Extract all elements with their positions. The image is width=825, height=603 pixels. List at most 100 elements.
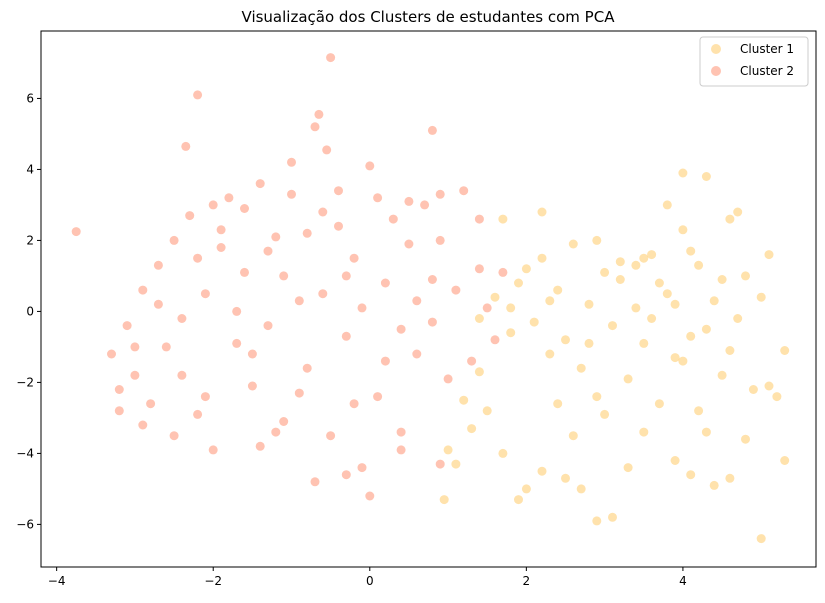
point-cluster-1 — [521, 264, 531, 274]
y-tick-label: −4 — [16, 446, 34, 460]
point-cluster-2 — [216, 225, 226, 235]
point-cluster-1 — [568, 239, 578, 249]
point-cluster-1 — [600, 267, 610, 277]
point-cluster-2 — [334, 221, 343, 231]
point-cluster-2 — [314, 109, 324, 119]
point-cluster-1 — [439, 495, 449, 505]
point-cluster-1 — [701, 427, 711, 437]
point-cluster-2 — [435, 459, 445, 469]
point-cluster-1 — [576, 363, 586, 373]
point-cluster-2 — [208, 200, 218, 210]
point-cluster-2 — [380, 278, 390, 288]
legend-marker-cluster-2 — [711, 66, 721, 76]
point-cluster-1 — [733, 314, 743, 323]
point-cluster-1 — [529, 317, 539, 327]
point-cluster-1 — [654, 399, 664, 409]
point-cluster-1 — [514, 495, 523, 505]
point-cluster-1 — [545, 296, 555, 306]
point-cluster-2 — [169, 431, 179, 441]
point-cluster-2 — [396, 427, 406, 437]
point-cluster-2 — [169, 235, 179, 245]
point-cluster-2 — [396, 324, 406, 334]
point-cluster-2 — [279, 271, 289, 281]
point-cluster-2 — [357, 463, 367, 473]
point-cluster-2 — [412, 296, 422, 306]
point-cluster-1 — [772, 392, 782, 402]
y-tick-label: −6 — [16, 517, 34, 531]
point-cluster-2 — [255, 179, 265, 189]
point-cluster-1 — [639, 427, 649, 437]
point-cluster-2 — [177, 370, 187, 380]
point-cluster-1 — [639, 253, 649, 263]
point-cluster-1 — [725, 214, 735, 224]
x-tick-label: −4 — [48, 574, 66, 588]
point-cluster-2 — [498, 267, 508, 277]
point-cluster-1 — [686, 246, 696, 256]
point-cluster-2 — [365, 491, 375, 501]
point-cluster-2 — [373, 392, 383, 402]
point-cluster-2 — [240, 204, 249, 213]
point-cluster-2 — [279, 417, 289, 426]
point-cluster-2 — [185, 211, 195, 221]
point-cluster-1 — [694, 406, 704, 416]
point-cluster-1 — [717, 275, 727, 284]
point-cluster-1 — [467, 424, 477, 434]
point-cluster-1 — [670, 299, 680, 309]
point-cluster-1 — [670, 353, 680, 363]
point-cluster-1 — [537, 207, 547, 217]
point-cluster-2 — [232, 306, 242, 316]
point-cluster-1 — [474, 367, 484, 377]
point-cluster-1 — [553, 285, 563, 295]
point-cluster-1 — [474, 314, 484, 323]
x-tick-label: 0 — [366, 574, 374, 588]
x-axis: −4 −2 0 2 4 — [48, 567, 687, 588]
point-cluster-1 — [764, 250, 774, 260]
points-layer — [71, 53, 790, 544]
x-tick-label: 4 — [679, 574, 687, 588]
legend: Cluster 1 Cluster 2 — [699, 36, 809, 87]
point-cluster-1 — [576, 484, 586, 494]
point-cluster-2 — [232, 338, 242, 348]
y-tick-label: 4 — [26, 162, 34, 176]
point-cluster-2 — [138, 285, 148, 295]
point-cluster-2 — [193, 90, 203, 100]
point-cluster-2 — [138, 420, 148, 430]
point-cluster-2 — [153, 260, 163, 270]
point-cluster-2 — [482, 303, 492, 313]
point-cluster-2 — [271, 232, 281, 242]
point-cluster-2 — [490, 335, 500, 345]
point-cluster-2 — [294, 388, 304, 398]
point-cluster-2 — [357, 303, 367, 313]
point-cluster-2 — [302, 228, 312, 238]
point-cluster-2 — [435, 235, 445, 245]
point-cluster-1 — [592, 235, 602, 245]
point-cluster-2 — [130, 370, 140, 380]
point-cluster-1 — [639, 338, 649, 348]
point-cluster-1 — [733, 207, 743, 217]
point-cluster-1 — [662, 200, 672, 210]
point-cluster-2 — [326, 431, 336, 441]
point-cluster-1 — [701, 324, 711, 334]
point-cluster-2 — [130, 342, 140, 352]
point-cluster-2 — [467, 356, 477, 366]
point-cluster-1 — [678, 225, 688, 235]
point-cluster-1 — [654, 278, 664, 288]
point-cluster-2 — [255, 441, 265, 451]
point-cluster-1 — [498, 448, 508, 458]
point-cluster-2 — [349, 399, 359, 409]
point-cluster-2 — [451, 285, 461, 295]
point-cluster-2 — [240, 267, 249, 277]
point-cluster-1 — [662, 289, 672, 299]
point-cluster-1 — [686, 470, 696, 480]
point-cluster-1 — [748, 385, 758, 394]
point-cluster-2 — [287, 157, 296, 167]
x-tick-label: 2 — [523, 574, 531, 588]
point-cluster-2 — [420, 200, 430, 210]
point-cluster-2 — [388, 214, 398, 224]
point-cluster-1 — [780, 346, 790, 355]
y-tick-label: −2 — [16, 375, 34, 389]
point-cluster-1 — [615, 257, 625, 267]
point-cluster-2 — [302, 363, 312, 373]
point-cluster-1 — [545, 349, 555, 359]
